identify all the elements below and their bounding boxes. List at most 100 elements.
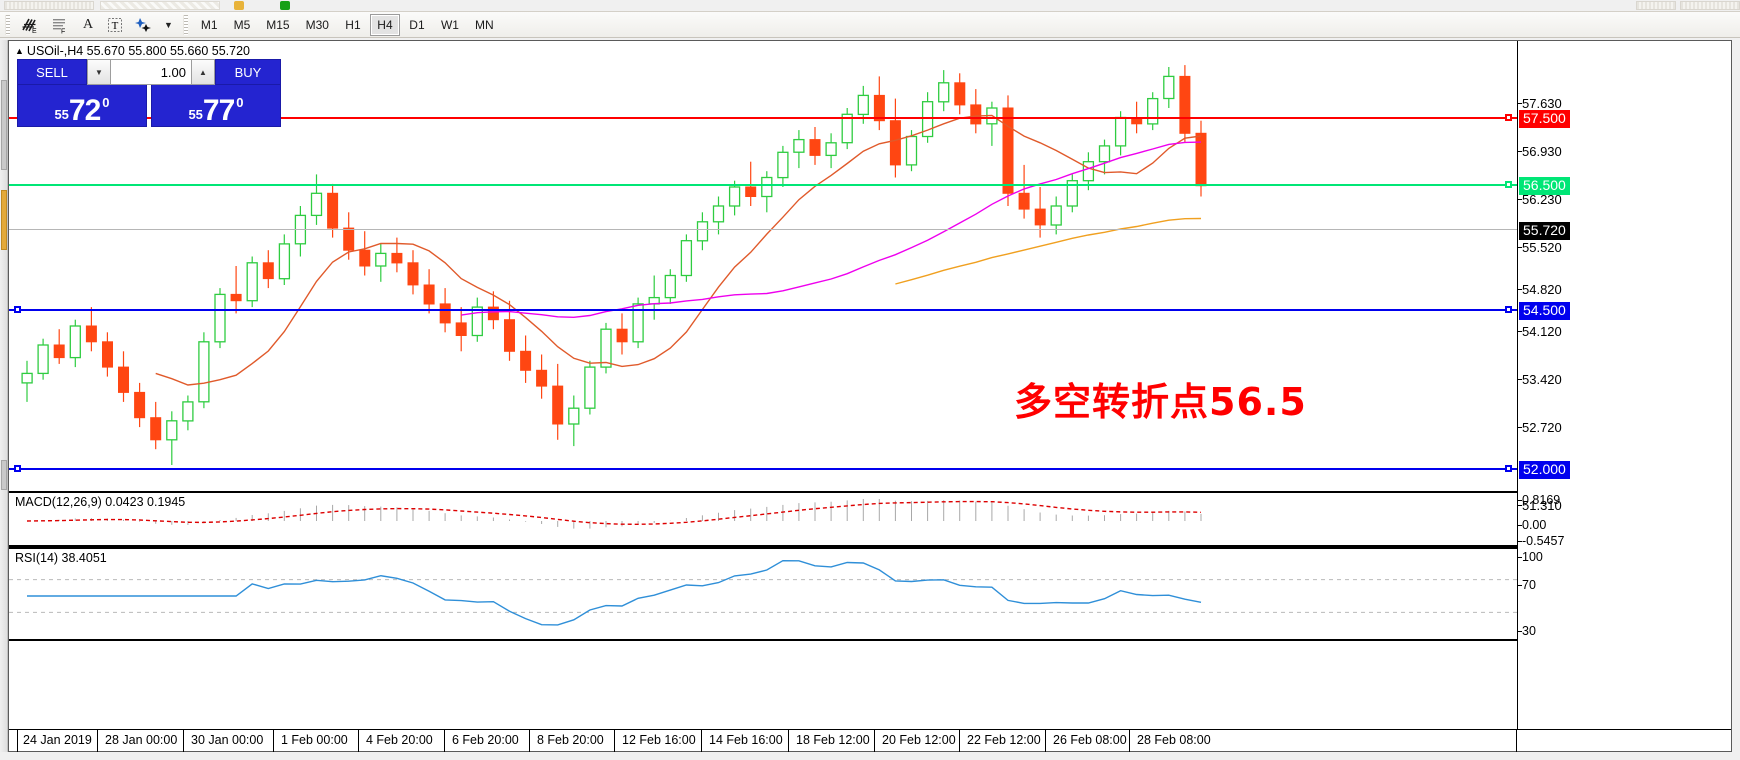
indicators-icon[interactable]: F [45, 13, 75, 37]
trade-panel-controls: SELL ▼ 1.00 ▲ BUY [17, 59, 281, 85]
collapse-triangle-icon[interactable]: ▲ [15, 46, 24, 56]
toolbar-green-icon[interactable] [280, 1, 290, 10]
toolbar-ghost-group-4 [1680, 1, 1740, 10]
time-scale[interactable]: 24 Jan 2019 28 Jan 00:00 30 Jan 00:00 1 … [9, 729, 1731, 752]
price-tick-52720: 52.720 [1518, 420, 1562, 435]
chart-annotation-text[interactable]: 多空转折点56.5 [1014, 380, 1307, 424]
price-tick-51310: 51.310 [1518, 498, 1562, 513]
trade-panel-quotes: 55 72 0 55 77 0 [17, 85, 281, 127]
rsi-series [9, 559, 1517, 626]
price-label-54500[interactable]: 54.500 [1519, 302, 1570, 320]
objects-icon[interactable] [129, 13, 159, 37]
toolbar-main: E F A T [0, 12, 1740, 38]
time-tick-6: 8 Feb 20:00 [537, 733, 604, 747]
price-tick-57630: 57.630 [1518, 96, 1562, 111]
macd-pane[interactable]: MACD(12,26,9) 0.0423 0.1945 [9, 491, 1517, 547]
price-tick-56930: 56.930 [1518, 144, 1562, 159]
toolbar-ghost-group-2 [100, 1, 220, 10]
chart-title-bar: ▲ USOil-,H4 55.670 55.800 55.660 55.720 [15, 44, 250, 58]
volume-increase-button[interactable]: ▲ [191, 59, 215, 85]
timeframe-m5[interactable]: M5 [233, 17, 251, 32]
timeframe-h4[interactable]: H4 [369, 13, 400, 36]
level-line-52000[interactable] [9, 468, 1517, 470]
scrollbar-thumb[interactable] [1, 80, 7, 170]
macd-series [26, 499, 1202, 529]
time-tick-5: 6 Feb 20:00 [452, 733, 519, 747]
volume-input[interactable]: 1.00 [111, 59, 191, 85]
rsi-label: RSI(14) 38.4051 [15, 551, 107, 565]
scrollbar-thumb-2[interactable] [1, 460, 7, 490]
timeframe-m1[interactable]: M1 [200, 17, 218, 32]
price-tick-54120: 54.120 [1518, 324, 1562, 339]
bid-price-main: 72 [68, 94, 101, 127]
timeframe-mn[interactable]: MN [474, 17, 494, 32]
toolbar-grip-2[interactable] [182, 14, 188, 35]
time-tick-8: 14 Feb 16:00 [709, 733, 783, 747]
level-anchor-52000-left[interactable] [14, 465, 21, 472]
ask-price-point: 0 [236, 95, 244, 110]
level-anchor-54500-left[interactable] [14, 306, 21, 313]
level-line-54500[interactable] [9, 309, 1517, 311]
toolbar-ghost-group-3 [1636, 1, 1676, 10]
chart-title-text: USOil-,H4 55.670 55.800 55.660 55.720 [26, 44, 250, 58]
svg-text:T: T [112, 20, 119, 32]
price-label-current: 55.720 [1519, 222, 1570, 240]
bid-price-integer: 55 [54, 107, 69, 122]
expert-advisor-icon[interactable]: E [15, 13, 45, 37]
bid-price-point: 0 [102, 95, 110, 110]
price-label-56500[interactable]: 56.500 [1519, 177, 1570, 195]
rsi-tick-70: 70 [1518, 578, 1536, 592]
price-tick-55520: 55.520 [1518, 240, 1562, 255]
bid-price-display[interactable]: 55 72 0 [17, 85, 147, 127]
timeframe-m30[interactable]: M30 [305, 17, 329, 32]
level-line-56500[interactable] [9, 184, 1517, 186]
chart-frame: ▲ USOil-,H4 55.670 55.800 55.660 55.720 多… [8, 40, 1732, 752]
ask-price-integer: 55 [188, 107, 203, 122]
timeframe-h1[interactable]: H1 [345, 17, 361, 32]
price-label-57500[interactable]: 57.500 [1519, 110, 1570, 128]
price-scale[interactable]: 57.630 56.930 56.230 55.520 54.820 54.12… [1517, 41, 1731, 751]
price-pane[interactable]: ▲ USOil-,H4 55.670 55.800 55.660 55.720 多… [9, 41, 1517, 491]
time-tick-12: 26 Feb 08:00 [1053, 733, 1127, 747]
level-anchor-52000[interactable] [1505, 465, 1512, 472]
level-anchor-56500[interactable] [1505, 181, 1512, 188]
toolbar-ghost-group-1 [4, 1, 94, 10]
price-tick-53420: 53.420 [1518, 372, 1562, 387]
rsi-tick-30: 30 [1518, 624, 1536, 638]
chevron-down-icon[interactable]: ▼ [164, 19, 173, 30]
level-line-57500[interactable] [9, 117, 1517, 119]
price-tick-54820: 54.820 [1518, 282, 1562, 297]
time-tick-13: 28 Feb 08:00 [1137, 733, 1211, 747]
timeframe-w1[interactable]: W1 [440, 17, 459, 32]
one-click-trading-panel[interactable]: SELL ▼ 1.00 ▲ BUY 55 72 0 55 77 0 [17, 59, 281, 127]
text-label-icon[interactable]: T [101, 13, 129, 37]
time-tick-1: 28 Jan 00:00 [105, 733, 178, 747]
svg-text:F: F [61, 28, 65, 34]
time-tick-3: 1 Feb 00:00 [281, 733, 348, 747]
sell-button[interactable]: SELL [17, 59, 87, 85]
time-tick-7: 12 Feb 16:00 [622, 733, 696, 747]
level-anchor-54500[interactable] [1505, 306, 1512, 313]
time-tick-10: 20 Feb 12:00 [882, 733, 956, 747]
vertical-scrollbar[interactable] [0, 40, 8, 752]
macd-tick-zero: 0.00 [1517, 518, 1547, 532]
rsi-pane[interactable]: RSI(14) 38.4051 [9, 547, 1517, 641]
time-tick-4: 4 Feb 20:00 [366, 733, 433, 747]
toolbar-upper-partial [0, 0, 1740, 12]
timeframe-d1[interactable]: D1 [409, 17, 425, 32]
scrollbar-marker-orange [1, 190, 7, 250]
timeframe-m15[interactable]: M15 [266, 17, 290, 32]
toolbar-grip[interactable] [5, 14, 10, 35]
toolbar-orange-icon[interactable] [234, 1, 244, 10]
volume-decrease-button[interactable]: ▼ [87, 59, 111, 85]
price-label-52000[interactable]: 52.000 [1519, 461, 1570, 479]
level-anchor-57500[interactable] [1505, 114, 1512, 121]
time-tick-11: 22 Feb 12:00 [967, 733, 1041, 747]
text-tool-icon[interactable]: A [82, 16, 94, 32]
buy-button[interactable]: BUY [215, 59, 281, 85]
candlestick-series [21, 65, 1207, 465]
macd-tick-max: 0.8169 [1517, 493, 1561, 507]
ask-price-display[interactable]: 55 77 0 [151, 85, 281, 127]
time-tick-2: 30 Jan 00:00 [191, 733, 264, 747]
